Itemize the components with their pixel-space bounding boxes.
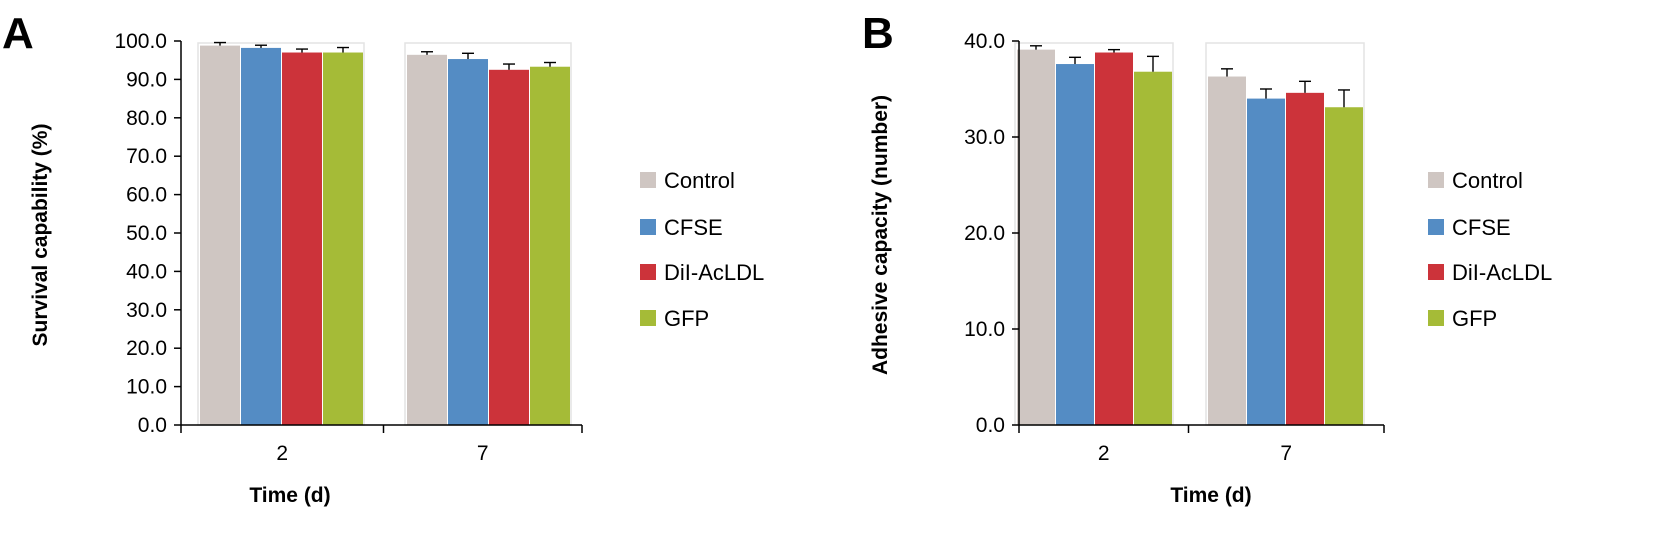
panel-a-legend-item: GFP: [640, 306, 709, 331]
panel-a-y-axis-title: Survival capability (%): [29, 124, 52, 347]
panel-b-legend-label: Control: [1452, 168, 1523, 193]
panel-b-legend-item: DiI-AcLDL: [1428, 260, 1552, 285]
panel-a-legend-label: CFSE: [664, 215, 723, 240]
panel-a-bar: [241, 47, 281, 426]
panel-a-y-tick-label: 100.0: [114, 30, 167, 53]
panel-a-legend-label: DiI-AcLDL: [664, 260, 764, 285]
panel-a-error-bar: [462, 52, 474, 60]
panel-a-y-tick-label: 90.0: [126, 68, 167, 91]
panel-b-bar: [1208, 76, 1246, 426]
panel-b-y-tick-label: 30.0: [964, 126, 1005, 149]
panel-a-legend-swatch: [640, 264, 656, 280]
panel-b-y-ticks: 0.0 10.0 20.0 30.0 40.0: [964, 30, 1005, 437]
panel-a-bar: [323, 52, 363, 426]
panel-a-x-axis-title: Time (d): [249, 484, 330, 507]
panel-a-bar: [530, 66, 570, 425]
panel-b-bar: [1247, 98, 1285, 425]
panel-a-bar: [489, 69, 529, 426]
panel-a-letter: A: [2, 9, 34, 58]
panel-b-error-bar: [1299, 80, 1311, 93]
panel-a-legend-swatch: [640, 172, 656, 188]
panel-a-y-tick-label: 0.0: [138, 414, 167, 437]
panel-a-legend: Control CFSE DiI-AcLDL GFP: [640, 168, 764, 331]
panel-b-bar: [1134, 71, 1172, 425]
panel-b-error-bar: [1108, 48, 1120, 53]
panel-a-error-bar: [503, 63, 515, 70]
panel-a-error-bar: [296, 48, 308, 53]
panel-b-legend: Control CFSE DiI-AcLDL GFP: [1428, 168, 1552, 331]
panel-a-legend-swatch: [640, 219, 656, 235]
panel-b-legend-swatch: [1428, 264, 1444, 280]
panel-a-y-ticks: 0.0 10.0 20.0 30.0 40.0 50.0 60.0 70.0 80.0 90.0 1…: [114, 30, 167, 437]
panel-a-bar: [448, 59, 488, 425]
panel-b-bar: [1017, 49, 1055, 425]
panel-b-bar: [1325, 107, 1363, 426]
panel-b-y-tick-label: 0.0: [976, 414, 1005, 437]
panel-b-legend-swatch: [1428, 172, 1444, 188]
panel-a-y-tick-label: 80.0: [126, 107, 167, 130]
panel-b-y-tick-label: 10.0: [964, 318, 1005, 341]
panel-b-letter: B: [862, 9, 894, 58]
panel-a: A 0.0 10.0 20.0 30.0 40.0 50.0 60.0 70.0 80.0 90.…: [2, 9, 764, 507]
panel-b-error-bar: [1069, 56, 1081, 65]
panel-b-legend-item: GFP: [1428, 306, 1497, 331]
panel-a-legend-item: Control: [640, 168, 735, 193]
panel-b-y-tick-label: 20.0: [964, 222, 1005, 245]
panel-b-bar: [1286, 92, 1324, 425]
panel-b-bar: [1095, 52, 1133, 426]
panel-a-legend-label: GFP: [664, 306, 709, 331]
panel-b-axes: [1012, 40, 1385, 433]
panel-a-y-tick-label: 50.0: [126, 222, 167, 245]
panel-b-error-bar: [1221, 68, 1233, 77]
panel-b-legend-swatch: [1428, 219, 1444, 235]
panel-b-y-axis-title: Adhesive capacity (number): [869, 95, 892, 375]
panel-b-bar: [1056, 64, 1094, 425]
panel-a-bar: [282, 52, 322, 426]
panel-a-legend-item: DiI-AcLDL: [640, 260, 764, 285]
panel-a-legend-swatch: [640, 310, 656, 326]
panel-b-error-bar: [1260, 88, 1272, 99]
panel-b-error-bar: [1030, 45, 1042, 50]
panel-b-legend-item: Control: [1428, 168, 1523, 193]
panel-b-legend-swatch: [1428, 310, 1444, 326]
panel-a-y-tick-label: 60.0: [126, 184, 167, 207]
panel-a-y-tick-label: 40.0: [126, 260, 167, 283]
panel-b-legend-item: CFSE: [1428, 215, 1511, 240]
panel-a-y-tick-label: 30.0: [126, 299, 167, 322]
panel-a-y-tick-label: 10.0: [126, 376, 167, 399]
panel-a-y-tick-label: 70.0: [126, 145, 167, 168]
panel-b-legend-label: CFSE: [1452, 215, 1511, 240]
panel-b-legend-label: GFP: [1452, 306, 1497, 331]
panel-a-axes: [174, 40, 583, 433]
panel-a-bars: [200, 41, 570, 426]
panel-b-x-tick-label: 7: [1280, 442, 1292, 465]
panel-a-error-bar: [544, 61, 556, 67]
panel-a-y-tick-label: 20.0: [126, 337, 167, 360]
panel-a-x-tick-label: 7: [477, 442, 489, 465]
panel-a-x-tick-label: 2: [276, 442, 288, 465]
panel-a-error-bar: [337, 46, 349, 53]
panel-b-error-bar: [1338, 89, 1350, 108]
panel-b-error-bar: [1147, 55, 1159, 72]
panel-b-x-tick-label: 2: [1098, 442, 1110, 465]
panel-a-error-bar: [421, 51, 433, 55]
panel-a-legend-label: Control: [664, 168, 735, 193]
panel-b-x-axis-title: Time (d): [1170, 484, 1251, 507]
panel-a-bar: [407, 54, 447, 425]
panel-a-error-bar: [214, 41, 226, 46]
panel-a-legend-item: CFSE: [640, 215, 723, 240]
panel-b-legend-label: DiI-AcLDL: [1452, 260, 1552, 285]
panel-a-error-bar: [255, 44, 267, 48]
panel-b-y-tick-label: 40.0: [964, 30, 1005, 53]
panel-a-bar: [200, 45, 240, 425]
panel-b-bars: [1017, 45, 1363, 426]
